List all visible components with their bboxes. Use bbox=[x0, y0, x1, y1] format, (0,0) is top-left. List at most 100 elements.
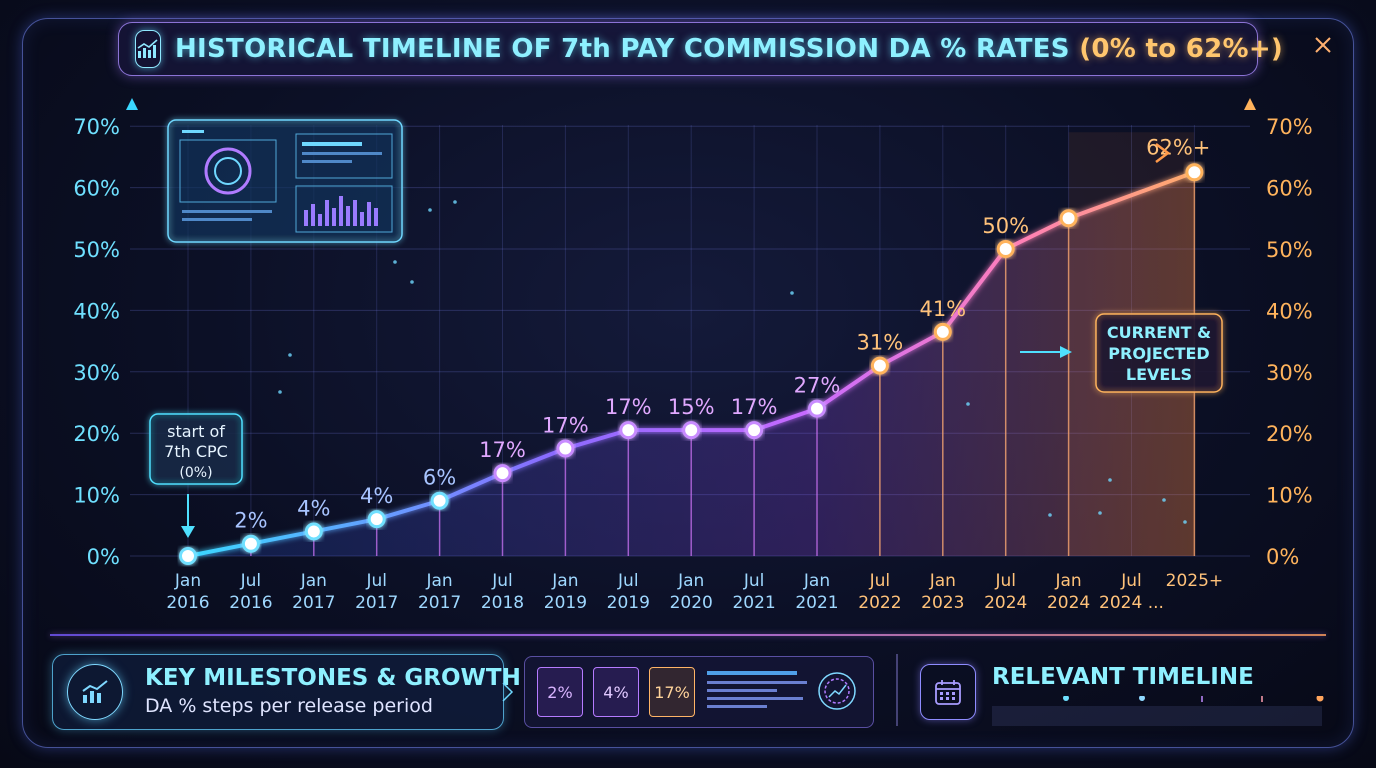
x-tick-label: Jan bbox=[1054, 571, 1081, 591]
x-tick-label: 2025+ bbox=[1166, 571, 1224, 591]
panel-separator bbox=[896, 654, 898, 726]
x-tick-label: Jul bbox=[491, 571, 513, 591]
da-rate-chart: 0% 10% 20% 30% 40% 50% 60% 70% 0% 10% 20% 30% 40% 50… bbox=[73, 98, 1313, 613]
x-tick-label: 2023 bbox=[921, 593, 964, 613]
data-label: 31% bbox=[857, 331, 904, 355]
start-callout-text: (0%) bbox=[179, 465, 212, 481]
data-label: 17% bbox=[479, 438, 526, 462]
data-point bbox=[493, 464, 512, 483]
x-tick-label: Jan bbox=[174, 571, 201, 591]
current-callout-text: LEVELS bbox=[1126, 365, 1192, 384]
data-label: 4% bbox=[297, 496, 330, 520]
current-callout-box bbox=[1095, 313, 1223, 393]
x-tick-label: 2024 bbox=[1047, 593, 1090, 613]
trend-up-icon bbox=[67, 664, 123, 720]
data-point bbox=[430, 491, 449, 510]
sparkle bbox=[1183, 520, 1187, 524]
x-tick-label: Jul bbox=[743, 571, 765, 591]
data-point bbox=[870, 356, 889, 375]
bottom-divider bbox=[50, 634, 1326, 636]
x-tick-label: 2019 bbox=[607, 593, 650, 613]
data-label: 2% bbox=[234, 509, 267, 533]
close-button[interactable] bbox=[1308, 30, 1338, 60]
current-callout-text: CURRENT & bbox=[1107, 323, 1211, 342]
y-tick-label: 30% bbox=[1266, 361, 1313, 385]
page-title: HISTORICAL TIMELINE OF 7th PAY COMMISSIO… bbox=[175, 34, 1283, 64]
x-tick-label: Jul bbox=[1120, 571, 1142, 591]
x-tick-label: Jul bbox=[240, 571, 262, 591]
calendar-icon[interactable] bbox=[920, 664, 976, 720]
chevron-right-icon bbox=[502, 682, 514, 702]
y-tick-label: 50% bbox=[1266, 238, 1313, 262]
outer-frame bbox=[22, 18, 1354, 748]
sparkle bbox=[410, 280, 414, 284]
x-tick-label: Jan bbox=[300, 571, 327, 591]
x-tick-label: Jan bbox=[425, 571, 452, 591]
y-tick-label: 0% bbox=[87, 545, 120, 569]
x-tick-label: Jan bbox=[551, 571, 578, 591]
data-label: 15% bbox=[668, 395, 715, 419]
sparkle bbox=[1108, 478, 1112, 482]
y-tick-label: 20% bbox=[1266, 422, 1313, 446]
data-label: 62%+ bbox=[1146, 135, 1210, 159]
y-tick-label: 0% bbox=[1266, 545, 1299, 569]
timeline-bar[interactable] bbox=[992, 696, 1326, 730]
y-tick-label: 10% bbox=[1266, 484, 1313, 508]
data-point bbox=[682, 421, 701, 440]
x-axis: Jan2016Jul2016Jan2017Jul2017Jan2017Jul20… bbox=[166, 571, 1223, 613]
step-box[interactable]: 17% bbox=[649, 667, 695, 717]
sparkle bbox=[1098, 511, 1102, 515]
sparkle bbox=[453, 200, 457, 204]
milestones-panel[interactable]: KEY MILESTONES & GROWTH DA % steps per r… bbox=[52, 654, 521, 730]
data-label: 6% bbox=[423, 466, 456, 490]
steps-panel: 2% 4% 17% bbox=[524, 656, 874, 728]
y-tick-label: 10% bbox=[73, 484, 120, 508]
dashboard-mockup bbox=[167, 119, 403, 243]
x-tick-label: 2020 bbox=[670, 593, 713, 613]
x-tick-label: Jul bbox=[617, 571, 639, 591]
sparkle bbox=[278, 390, 282, 394]
x-tick-label: 2017 bbox=[418, 593, 461, 613]
data-point bbox=[304, 522, 323, 541]
current-callout-text: PROJECTED bbox=[1108, 344, 1209, 363]
data-points bbox=[179, 163, 1204, 565]
data-label: 17% bbox=[731, 395, 778, 419]
x-tick-label: Jul bbox=[994, 571, 1016, 591]
start-callout-box bbox=[149, 413, 243, 485]
data-label: 50% bbox=[982, 214, 1029, 238]
peak-arrowhead bbox=[1155, 143, 1171, 163]
data-point bbox=[367, 510, 386, 529]
timeline-title: RELEVANT TIMELINE bbox=[992, 664, 1254, 690]
sparkle bbox=[288, 353, 292, 357]
y-axis-right: 0% 10% 20% 30% 40% 50% 60% 70% bbox=[1266, 115, 1313, 569]
y-tick-label: 60% bbox=[73, 177, 120, 201]
data-labels: 2% 4% 4% 6% 17% 17% 17% 15% 17% 27% 31% 41% 50% 62%+ bbox=[234, 135, 1210, 532]
data-label: 27% bbox=[794, 374, 841, 398]
data-point bbox=[619, 421, 638, 440]
series-line bbox=[187, 170, 1196, 558]
sparkle bbox=[790, 291, 794, 295]
data-point bbox=[1185, 163, 1204, 182]
data-label: 4% bbox=[360, 484, 393, 508]
x-tick-label: 2022 bbox=[858, 593, 901, 613]
y-axis-right-arrow bbox=[1244, 98, 1256, 110]
data-point bbox=[1059, 209, 1078, 228]
y-tick-label: 40% bbox=[73, 299, 120, 323]
x-tick-label: 2018 bbox=[481, 593, 524, 613]
x-tick-label: Jul bbox=[365, 571, 387, 591]
data-point bbox=[996, 240, 1015, 258]
x-tick-label: 2021 bbox=[732, 593, 775, 613]
step-box[interactable]: 2% bbox=[537, 667, 583, 717]
y-tick-label: 40% bbox=[1266, 299, 1313, 323]
x-tick-label: 2016 bbox=[229, 593, 272, 613]
x-tick-label: 2017 bbox=[292, 593, 335, 613]
y-tick-label: 30% bbox=[73, 361, 120, 385]
start-callout-text: start of bbox=[167, 422, 225, 441]
title-bar: HISTORICAL TIMELINE OF 7th PAY COMMISSIO… bbox=[118, 22, 1283, 76]
start-callout-text: 7th CPC bbox=[164, 442, 228, 461]
data-point bbox=[179, 547, 197, 565]
step-box[interactable]: 4% bbox=[593, 667, 639, 717]
x-tick-label: Jan bbox=[929, 571, 956, 591]
y-tick-label: 50% bbox=[73, 238, 120, 262]
sparkle bbox=[393, 260, 397, 264]
